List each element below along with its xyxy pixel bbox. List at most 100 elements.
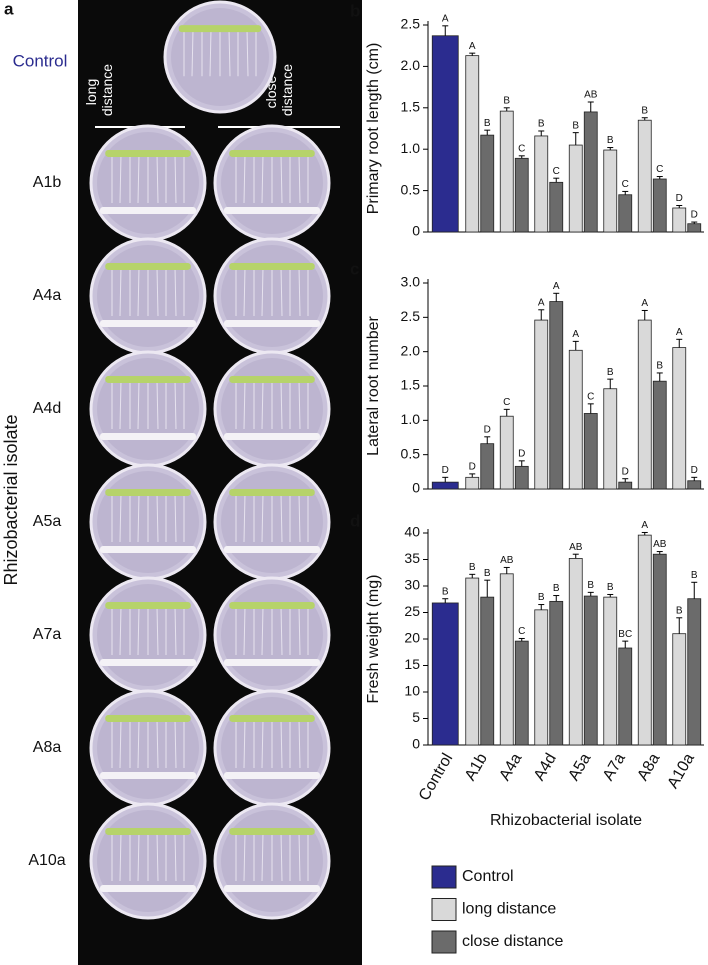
root [243,832,246,881]
bar [583,413,598,490]
significance-letter: A [442,13,449,24]
bacterial-streak [224,772,320,779]
y-axis-label: Primary root length (cm) [365,43,382,215]
root [261,267,264,316]
significance-letter: B [587,580,594,591]
significance-letter: B [607,367,614,378]
row-label: A7a [33,626,62,643]
bar [480,134,495,233]
root [174,719,177,768]
seedlings [105,262,191,270]
y-tick-label: 0.5 [401,181,421,197]
significance-letter: A [641,520,648,531]
row-label: A8a [33,739,62,756]
bacterial-streak [100,772,196,779]
root [156,154,159,203]
significance-letter: D [442,465,449,476]
seedlings [105,714,191,722]
seedlings [229,488,315,496]
significance-letter: D [691,465,698,476]
bar [568,144,583,233]
bacterial-streak [100,320,196,327]
root [280,493,283,542]
bar [465,577,480,746]
y-tick-label: 0.5 [401,445,421,461]
row-label: A5a [33,513,62,530]
bar [672,347,687,490]
bar [549,181,564,233]
root [156,832,159,881]
root [298,832,301,881]
y-tick-label: 2.5 [401,308,421,324]
y-tick-label: 0 [412,736,420,752]
root [298,606,301,655]
significance-letter: B [607,582,614,593]
root [261,154,264,203]
bar [549,301,564,490]
significance-letter: B [469,562,476,573]
y-axis-label: Lateral root number [365,316,382,456]
x-tick-label: A8a [634,751,663,784]
y-tick-label: 0 [412,480,420,496]
bar [672,633,687,746]
significance-letter: C [622,179,629,190]
root [228,29,231,77]
y-tick-label: 2.0 [401,57,421,73]
seedlings [229,827,315,835]
x-tick-label: Control [416,751,457,804]
root [191,29,194,77]
root [156,719,159,768]
significance-letter: B [538,119,545,130]
row-label: A4d [33,400,61,417]
significance-letter: A [553,281,560,292]
legend-label: close distance [462,933,563,950]
significance-letter: B [641,105,648,116]
seedlings [229,714,315,722]
y-tick-label: 2.5 [401,16,421,32]
bar [672,207,687,233]
bacterial-streak [100,546,196,553]
y-tick-label: 3.0 [401,274,421,290]
root [174,267,177,316]
seedlings [229,149,315,157]
long-distance-label: long distance [83,64,115,120]
bar [568,349,583,490]
x-tick-label: A1b [462,751,491,784]
significance-letter: C [587,391,594,402]
seedlings [105,827,191,835]
seedlings [229,375,315,383]
bar [637,534,652,746]
bacterial-streak [224,659,320,666]
panel-label: d [350,511,360,530]
root [298,719,301,768]
y-tick-label: 40 [404,524,420,540]
bar [637,319,652,490]
root [137,154,140,203]
significance-letter: A [469,41,476,52]
root [119,832,122,881]
root [137,606,140,655]
root [156,493,159,542]
x-tick-label: A4a [496,751,525,784]
bar [583,111,598,233]
root [174,154,177,203]
root [243,267,246,316]
significance-letter: C [518,143,525,154]
significance-letter: D [622,466,629,477]
bar [687,480,702,490]
root [246,29,249,77]
bar [534,319,549,490]
significance-letter: D [469,462,476,473]
bar [514,640,529,746]
bar [499,573,514,746]
y-tick-label: 2.0 [401,342,421,358]
x-tick-label: A7a [600,751,629,784]
significance-letter: BC [618,629,632,640]
root [137,719,140,768]
bar [431,481,459,490]
root [174,493,177,542]
root [156,606,159,655]
bar [514,157,529,233]
root [119,719,122,768]
